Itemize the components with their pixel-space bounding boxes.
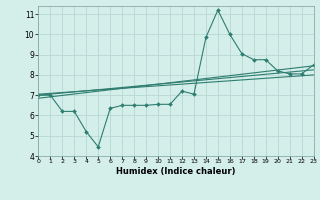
X-axis label: Humidex (Indice chaleur): Humidex (Indice chaleur) <box>116 167 236 176</box>
